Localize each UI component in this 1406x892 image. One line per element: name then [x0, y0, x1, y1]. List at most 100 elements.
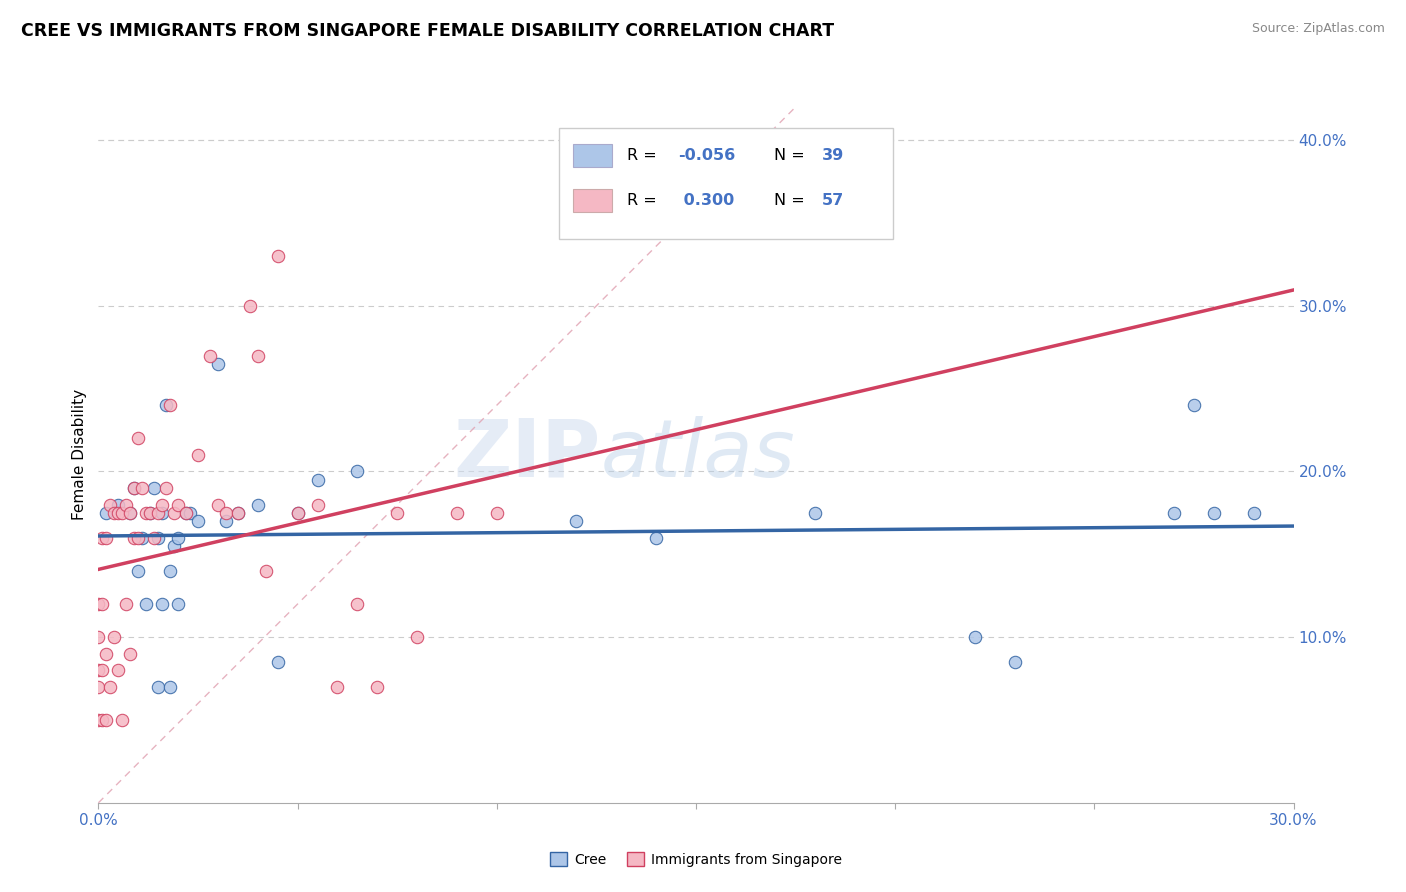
Point [1182, 398, 1205, 412]
Text: 57: 57 [821, 194, 844, 209]
Point [155, 398, 177, 412]
Point [148, 680, 170, 694]
Point [139, 506, 162, 520]
Point [120, 506, 142, 520]
Point [91, 597, 114, 611]
Point [115, 597, 138, 611]
Point [111, 713, 134, 727]
Point [91, 713, 114, 727]
Point [103, 506, 125, 520]
Point [287, 506, 309, 520]
Point [246, 498, 269, 512]
Point [804, 506, 827, 520]
Point [167, 498, 190, 512]
Point [96, 647, 118, 661]
Point [107, 663, 129, 677]
Point [143, 531, 166, 545]
Point [346, 597, 368, 611]
Point [254, 564, 277, 578]
Point [155, 481, 177, 495]
Point [174, 506, 197, 520]
Point [143, 481, 166, 495]
Point [87, 680, 110, 694]
Legend: Cree, Immigrants from Singapore: Cree, Immigrants from Singapore [544, 847, 848, 872]
Text: N =: N = [773, 194, 810, 209]
Text: atlas: atlas [600, 416, 796, 494]
Point [131, 481, 153, 495]
Point [226, 506, 249, 520]
Point [1163, 506, 1185, 520]
Point [179, 506, 201, 520]
Point [111, 506, 134, 520]
Point [96, 506, 118, 520]
Y-axis label: Female Disability: Female Disability [72, 389, 87, 521]
Point [150, 506, 173, 520]
Point [127, 431, 149, 445]
Text: -0.056: -0.056 [678, 148, 735, 163]
Point [215, 514, 238, 528]
Point [1202, 506, 1225, 520]
Text: R =: R = [627, 194, 662, 209]
Point [246, 349, 269, 363]
Point [446, 506, 468, 520]
Point [187, 514, 209, 528]
Point [120, 506, 142, 520]
Text: CREE VS IMMIGRANTS FROM SINGAPORE FEMALE DISABILITY CORRELATION CHART: CREE VS IMMIGRANTS FROM SINGAPORE FEMALE… [21, 22, 834, 40]
Point [174, 506, 197, 520]
Point [120, 647, 142, 661]
Point [485, 506, 508, 520]
Point [406, 630, 429, 644]
Point [103, 630, 125, 644]
Point [187, 448, 209, 462]
Point [150, 597, 173, 611]
Text: R =: R = [627, 148, 662, 163]
Point [163, 506, 186, 520]
Point [124, 481, 146, 495]
Point [239, 299, 262, 313]
Point [96, 531, 118, 545]
Point [198, 349, 221, 363]
Point [207, 498, 229, 512]
Point [87, 663, 110, 677]
Text: 39: 39 [821, 148, 844, 163]
FancyBboxPatch shape [572, 145, 613, 167]
Point [207, 357, 229, 371]
Point [148, 531, 170, 545]
Point [159, 398, 181, 412]
Point [124, 481, 146, 495]
Point [107, 506, 129, 520]
Point [159, 680, 181, 694]
Point [107, 498, 129, 512]
FancyBboxPatch shape [558, 128, 893, 239]
Point [131, 531, 153, 545]
Point [127, 531, 149, 545]
Point [1004, 655, 1026, 669]
Point [91, 531, 114, 545]
Point [326, 680, 349, 694]
Point [385, 506, 409, 520]
Text: ZIP: ZIP [453, 416, 600, 494]
Point [963, 630, 986, 644]
Point [148, 506, 170, 520]
Point [226, 506, 249, 520]
Point [645, 531, 668, 545]
Text: Source: ZipAtlas.com: Source: ZipAtlas.com [1251, 22, 1385, 36]
Point [215, 506, 238, 520]
Point [124, 531, 146, 545]
Point [366, 680, 388, 694]
Point [100, 498, 122, 512]
Point [163, 539, 186, 553]
Point [307, 473, 329, 487]
Point [135, 597, 157, 611]
Point [87, 630, 110, 644]
Point [307, 498, 329, 512]
Point [135, 506, 157, 520]
Point [167, 531, 190, 545]
Text: 0.300: 0.300 [678, 194, 734, 209]
Point [96, 713, 118, 727]
Point [565, 514, 588, 528]
Point [115, 498, 138, 512]
Point [87, 597, 110, 611]
Point [139, 506, 162, 520]
Point [267, 655, 290, 669]
